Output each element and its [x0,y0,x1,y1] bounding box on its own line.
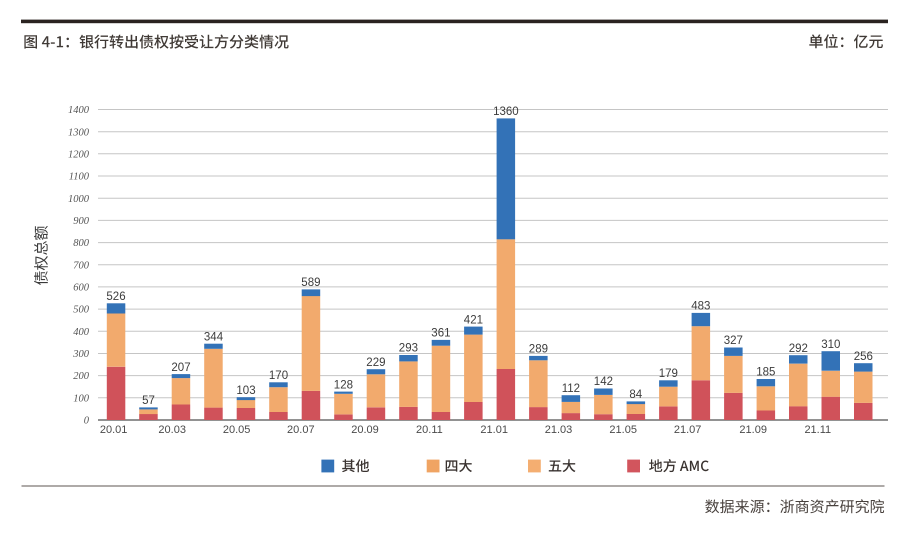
svg-text:21.05: 21.05 [609,424,637,436]
svg-text:0: 0 [84,416,90,427]
svg-text:128: 128 [334,379,353,391]
svg-text:21.03: 21.03 [545,424,573,436]
svg-text:20.09: 20.09 [351,424,379,436]
svg-text:1300: 1300 [68,127,90,138]
svg-text:20.05: 20.05 [223,424,251,436]
svg-text:103: 103 [236,385,255,397]
svg-text:170: 170 [269,370,288,382]
svg-text:57: 57 [142,395,155,407]
svg-text:207: 207 [171,362,190,374]
svg-text:700: 700 [73,260,90,271]
svg-text:112: 112 [562,383,580,395]
svg-text:293: 293 [399,343,418,355]
svg-text:21.01: 21.01 [480,424,508,436]
svg-text:21.11: 21.11 [804,424,831,436]
svg-text:20.11: 20.11 [416,424,443,436]
svg-text:1200: 1200 [68,149,90,160]
svg-text:600: 600 [73,283,90,294]
svg-text:21.09: 21.09 [739,424,767,436]
svg-text:20.07: 20.07 [287,424,315,436]
svg-text:185: 185 [756,367,775,379]
svg-text:256: 256 [854,351,873,363]
svg-text:142: 142 [594,376,613,388]
svg-text:84: 84 [629,389,642,401]
svg-text:179: 179 [659,368,678,380]
svg-text:361: 361 [431,328,450,340]
svg-text:310: 310 [821,339,840,351]
svg-text:100: 100 [73,393,90,404]
svg-text:400: 400 [73,327,90,338]
svg-text:526: 526 [106,291,125,303]
svg-text:1360: 1360 [493,106,519,118]
svg-text:421: 421 [464,314,483,326]
svg-text:327: 327 [724,335,743,347]
svg-text:20.01: 20.01 [100,424,128,436]
svg-text:20.03: 20.03 [158,424,186,436]
svg-text:21.07: 21.07 [674,424,702,436]
svg-text:292: 292 [789,343,808,355]
svg-text:1000: 1000 [68,194,90,205]
svg-text:229: 229 [366,357,385,369]
svg-text:1400: 1400 [68,105,90,116]
svg-text:1100: 1100 [69,172,90,183]
svg-text:289: 289 [529,344,548,356]
svg-text:300: 300 [72,349,90,360]
svg-text:344: 344 [204,331,224,343]
svg-text:200: 200 [73,371,90,382]
svg-text:800: 800 [73,238,90,249]
svg-text:900: 900 [73,216,90,227]
svg-text:500: 500 [73,305,90,316]
svg-text:483: 483 [691,301,710,313]
svg-text:589: 589 [301,277,320,289]
